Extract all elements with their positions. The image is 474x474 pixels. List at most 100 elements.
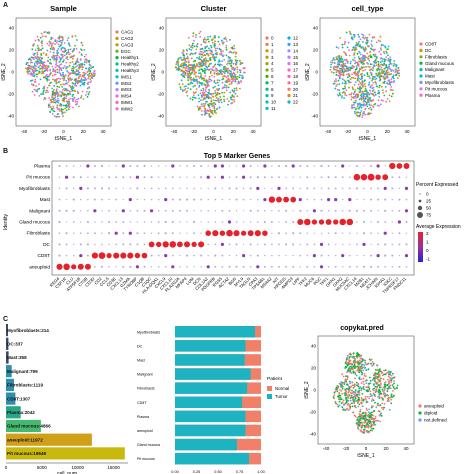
tsne-point bbox=[62, 67, 65, 70]
dotplot-dot bbox=[327, 243, 330, 246]
copykat-point bbox=[333, 391, 336, 394]
dotplot-dot bbox=[79, 176, 82, 179]
tsne-ytick: -20 bbox=[311, 92, 318, 97]
tsne-point bbox=[215, 70, 218, 73]
dotplot-dot bbox=[200, 198, 202, 201]
tsne-point bbox=[207, 54, 210, 57]
tsne-point bbox=[73, 97, 76, 99]
tsne-point bbox=[340, 96, 343, 99]
tsne-point bbox=[382, 99, 384, 102]
tsne-point bbox=[343, 91, 345, 93]
tsne-point bbox=[354, 101, 357, 104]
tsne-point bbox=[355, 72, 358, 75]
tsne-point bbox=[374, 62, 377, 64]
tsne-point bbox=[94, 72, 96, 75]
dotplot-dot bbox=[185, 198, 189, 201]
dotplot-dot bbox=[346, 218, 354, 226]
tsne-point bbox=[79, 84, 82, 87]
tsne-point bbox=[225, 40, 228, 43]
copykat-legend-label: aneuploid bbox=[424, 404, 444, 409]
tsne-point bbox=[77, 97, 80, 100]
tsne-point bbox=[93, 69, 96, 72]
dotplot-dot bbox=[178, 198, 181, 201]
copykat-point bbox=[380, 382, 382, 385]
tsne-point bbox=[219, 96, 222, 98]
tsne-point bbox=[79, 64, 82, 67]
copykat-point bbox=[352, 387, 355, 389]
tsne-point bbox=[215, 108, 218, 111]
tsne-point bbox=[50, 42, 52, 45]
tsne-point bbox=[193, 63, 196, 66]
dotplot-dot bbox=[391, 254, 394, 257]
tsne-point bbox=[80, 48, 82, 51]
tsne-point bbox=[56, 41, 58, 44]
dotplot-dot bbox=[249, 187, 252, 190]
dotplot-dot bbox=[179, 221, 181, 223]
legend-pct-dot bbox=[417, 212, 423, 218]
legend-swatch bbox=[287, 36, 291, 40]
tsne-point bbox=[239, 63, 242, 65]
copykat-point bbox=[335, 386, 338, 389]
tsne-point bbox=[190, 49, 193, 51]
tsne-point bbox=[347, 41, 350, 44]
tsne-point bbox=[360, 61, 363, 64]
stack-category: Malignant bbox=[137, 373, 153, 377]
tsne-point bbox=[201, 77, 204, 80]
dotplot-dot bbox=[384, 209, 387, 212]
tsne-point bbox=[193, 92, 196, 94]
tsne-point bbox=[335, 69, 338, 71]
tsne-point bbox=[76, 59, 79, 61]
dotplot-dot bbox=[349, 254, 351, 257]
dotplot-dot bbox=[299, 187, 302, 190]
dotplot-dot bbox=[319, 265, 324, 269]
tsne-point bbox=[205, 90, 207, 93]
tsne-point bbox=[181, 62, 183, 65]
legend-swatch bbox=[287, 55, 291, 59]
copykat-point bbox=[349, 382, 351, 385]
copykat-point bbox=[363, 383, 365, 386]
copykat-point bbox=[358, 403, 361, 406]
tsne-point bbox=[73, 70, 76, 73]
tsne-point bbox=[49, 58, 52, 61]
stack-xtick: 0.25 bbox=[193, 470, 200, 474]
tsne-point bbox=[364, 104, 367, 107]
dotplot-dot bbox=[93, 209, 97, 213]
tsne-point bbox=[368, 113, 370, 116]
tsne-point bbox=[385, 51, 388, 54]
tsne-point bbox=[182, 62, 185, 64]
legend-swatch bbox=[115, 56, 119, 60]
tsne-point bbox=[213, 42, 216, 45]
tsne-point bbox=[71, 95, 74, 97]
dotplot-dot bbox=[348, 209, 351, 212]
tsne-point bbox=[46, 86, 49, 89]
tsne-point bbox=[356, 79, 359, 82]
tsne-point bbox=[377, 39, 380, 42]
tsne-point bbox=[65, 79, 68, 82]
tsne-point bbox=[73, 48, 76, 51]
tsne-ylabel: tSNE_2 bbox=[305, 63, 311, 80]
copykat-point bbox=[382, 393, 385, 395]
copykat-point bbox=[375, 375, 377, 378]
copykat-point bbox=[339, 389, 341, 391]
copykat-point bbox=[340, 381, 343, 383]
dotplot-dot bbox=[299, 165, 302, 167]
tsne-point bbox=[211, 38, 214, 41]
dotplot-dot bbox=[157, 165, 160, 167]
copykat-point bbox=[364, 397, 367, 400]
dotplot-dot bbox=[375, 174, 381, 180]
legend-label: IMS1 bbox=[121, 74, 132, 79]
dotplot-dot bbox=[200, 254, 203, 257]
dotplot-dot bbox=[93, 164, 96, 168]
dotplot-dot bbox=[214, 254, 217, 257]
legend-label: 6 bbox=[271, 74, 274, 79]
tsne-point bbox=[55, 63, 57, 66]
tsne-point bbox=[81, 54, 83, 57]
tsne-point bbox=[200, 89, 203, 92]
copykat-point bbox=[362, 430, 365, 433]
tsne-point bbox=[85, 91, 88, 93]
copykat-point bbox=[392, 390, 394, 392]
tsne-point bbox=[374, 59, 376, 62]
tsne-point bbox=[374, 55, 376, 58]
dotplot-dot bbox=[128, 231, 132, 235]
tsne-point bbox=[61, 89, 64, 91]
